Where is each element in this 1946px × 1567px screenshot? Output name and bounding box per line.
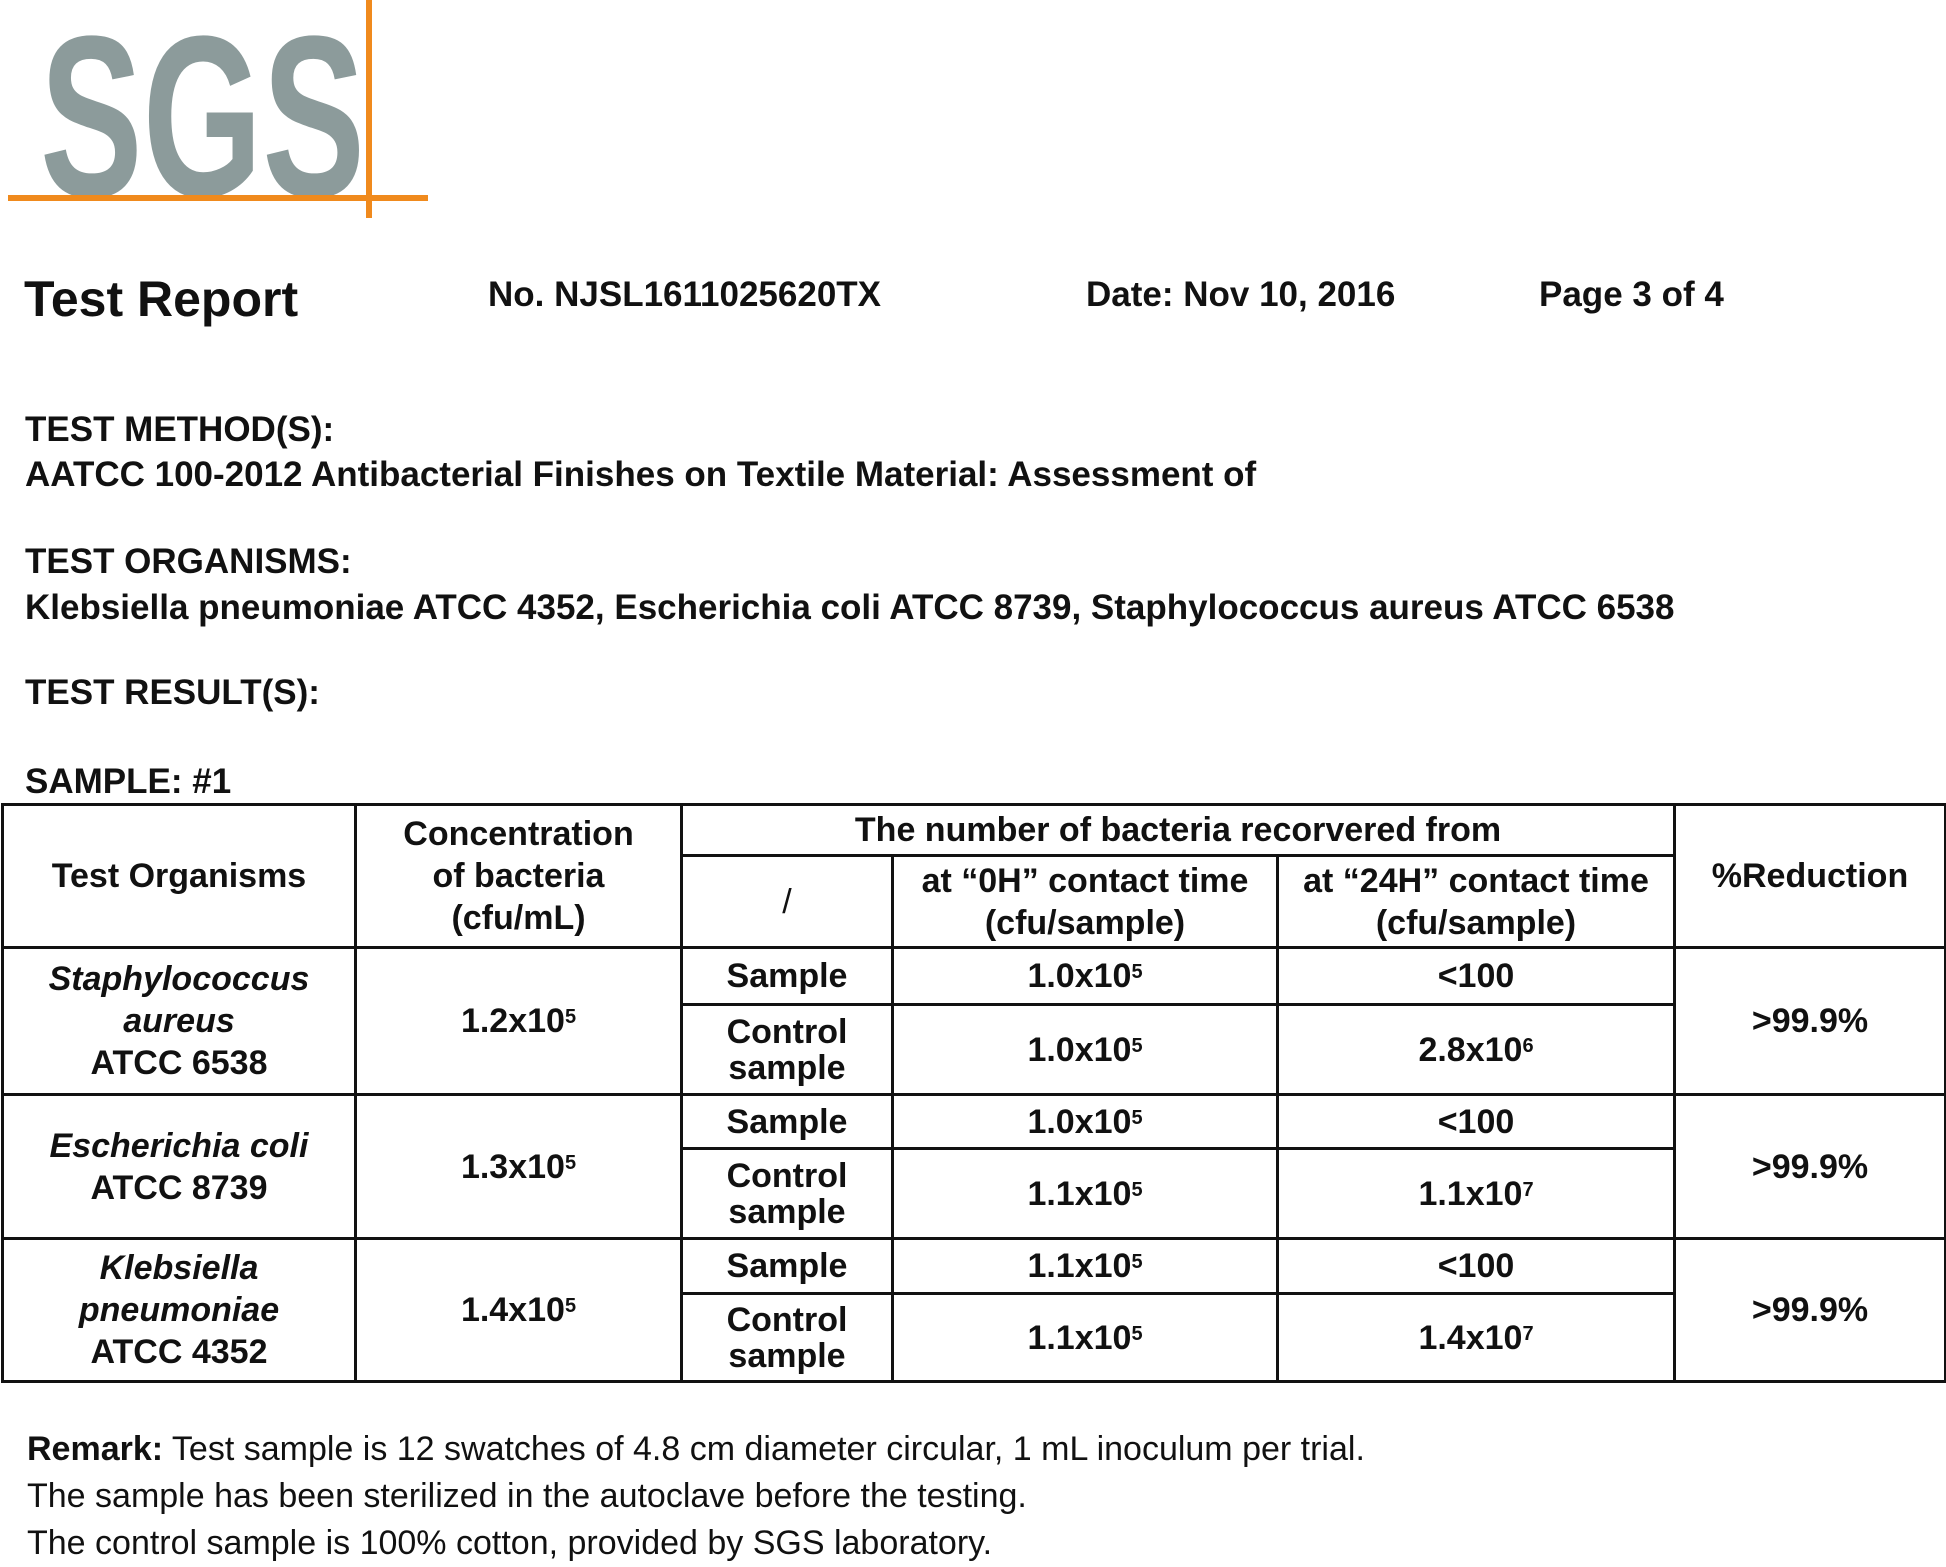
count-0h: 1.0x105 xyxy=(1027,957,1143,995)
header-0h: at “0H” contact time (cfu/sample) xyxy=(891,854,1279,949)
test-method-label: TEST METHOD(S): xyxy=(25,410,335,449)
header-concentration: Concentration of bacteria (cfu/mL) xyxy=(354,803,683,949)
count-24h: 1.4x107 xyxy=(1418,1318,1534,1357)
remark-line-2: The sample has been sterilized in the au… xyxy=(27,1477,1027,1515)
page-number: Page 3 of 4 xyxy=(1539,275,1724,314)
count-0h-cell: 1.1x105 xyxy=(891,1147,1279,1240)
remark-line-1: Remark: Test sample is 12 swatches of 4.… xyxy=(27,1430,1365,1468)
count-0h: 1.0x105 xyxy=(1027,1102,1143,1141)
count-24h-cell: <100 xyxy=(1276,946,1676,1006)
svg-text:SGS: SGS xyxy=(40,0,365,222)
test-organisms-value: Klebsiella pneumoniae ATCC 4352, Escheri… xyxy=(25,588,1675,627)
reduction-cell: >99.9% xyxy=(1673,1237,1946,1383)
concentration-value: 1.4x105 xyxy=(460,1291,577,1329)
table-row: Control sample 1.0x105 2.8x106 xyxy=(3,1003,1946,1096)
sample-type-cell: Control sample xyxy=(680,1292,894,1383)
count-0h-cell: 1.1x105 xyxy=(891,1292,1279,1383)
count-0h: 1.1x105 xyxy=(1027,1174,1143,1213)
organism-cell: Klebsiella pneumoniae ATCC 4352 xyxy=(1,1237,357,1383)
concentration-cell: 1.3x105 xyxy=(354,1093,683,1240)
count-0h-cell: 1.0x105 xyxy=(891,946,1279,1006)
header-24h: at “24H” contact time (cfu/sample) xyxy=(1276,854,1676,949)
organism-cell: Escherichia coli ATCC 8739 xyxy=(1,1093,357,1240)
report-date: Date: Nov 10, 2016 xyxy=(1086,275,1396,314)
count-24h-cell: <100 xyxy=(1276,1093,1676,1150)
header-recovered: The number of bacteria recorvered from xyxy=(680,803,1676,857)
count-24h: 2.8x106 xyxy=(1418,1030,1534,1069)
count-0h-cell: 1.1x105 xyxy=(891,1237,1279,1295)
count-24h-cell: 2.8x106 xyxy=(1276,1003,1676,1096)
count-24h: <100 xyxy=(1437,1102,1515,1141)
table-row: Control sample 1.1x105 1.1x107 xyxy=(3,1147,1946,1240)
test-organisms-label: TEST ORGANISMS: xyxy=(25,542,352,581)
sample-type-cell: Control sample xyxy=(680,1003,894,1096)
sgs-logo: SGS xyxy=(8,0,428,222)
count-24h: 1.1x107 xyxy=(1418,1174,1534,1213)
reduction-cell: >99.9% xyxy=(1673,946,1946,1096)
sample-type-cell: Control sample xyxy=(680,1147,894,1240)
table-row: Control sample 1.1x105 1.4x107 xyxy=(3,1292,1946,1383)
sample-type-cell: Sample xyxy=(680,1093,894,1150)
organism-cell: Staphylococcus aureus ATCC 6538 xyxy=(1,946,357,1096)
reduction-cell: >99.9% xyxy=(1673,1093,1946,1240)
count-24h-cell: <100 xyxy=(1276,1237,1676,1295)
sample-label: SAMPLE: #1 xyxy=(25,762,232,801)
concentration-cell: 1.4x105 xyxy=(354,1237,683,1383)
header-slash: / xyxy=(680,854,894,949)
count-0h: 1.1x105 xyxy=(1027,1318,1143,1357)
remark-line-3: The control sample is 100% cotton, provi… xyxy=(27,1524,993,1562)
count-24h-cell: 1.4x107 xyxy=(1276,1292,1676,1383)
table-row: Escherichia coli ATCC 8739 1.3x105 Sample 1.… xyxy=(1,1093,1946,1240)
results-table: Test Organisms Concentration of bacteria(… xyxy=(1,803,1946,1383)
report-number: No. NJSL1611025620TX xyxy=(488,275,882,314)
test-results-label: TEST RESULT(S): xyxy=(25,673,320,712)
count-0h: 1.1x105 xyxy=(1027,1247,1143,1285)
report-title: Test Report xyxy=(24,271,299,327)
count-24h-cell: 1.1x107 xyxy=(1276,1147,1676,1240)
count-0h: 1.0x105 xyxy=(1027,1030,1143,1069)
table-row: Klebsiella pneumoniae ATCC 4352 1.4x105 Samp… xyxy=(1,1237,1946,1383)
table-row: Staphylococcus aureus ATCC 6538 1.2x105 Samp… xyxy=(1,946,1946,1096)
header-reduction: %Reduction xyxy=(1673,803,1946,949)
count-24h: <100 xyxy=(1437,1247,1515,1285)
header-test-organisms: Test Organisms xyxy=(1,803,357,949)
count-0h-cell: 1.0x105 xyxy=(891,1093,1279,1150)
concentration-value: 1.3x105 xyxy=(460,1147,577,1186)
sample-type-cell: Sample xyxy=(680,946,894,1006)
concentration-value: 1.2x105 xyxy=(460,1002,577,1040)
concentration-cell: 1.2x105 xyxy=(354,946,683,1096)
count-24h: <100 xyxy=(1437,957,1515,995)
test-method-value: AATCC 100-2012 Antibacterial Finishes on… xyxy=(25,455,1257,494)
sample-type-cell: Sample xyxy=(680,1237,894,1295)
count-0h-cell: 1.0x105 xyxy=(891,1003,1279,1096)
